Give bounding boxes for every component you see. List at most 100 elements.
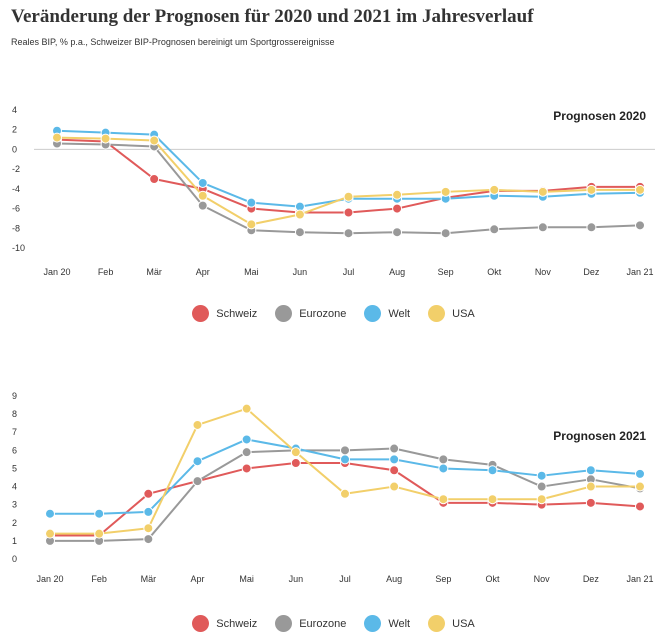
legend-label: Eurozone xyxy=(299,617,347,630)
data-point-usa xyxy=(537,186,548,197)
data-point-schweiz xyxy=(585,497,596,508)
data-point-usa xyxy=(635,481,645,492)
x-tick-label: Jan 21 xyxy=(626,267,653,277)
data-point-eurozone xyxy=(340,445,350,456)
data-point-usa xyxy=(536,494,547,505)
data-point-welt xyxy=(246,197,257,208)
x-tick-label: Mai xyxy=(239,574,254,584)
legend-item-usa: USA xyxy=(428,305,475,322)
y-tick-label: -6 xyxy=(12,204,20,214)
data-point-usa xyxy=(440,186,451,197)
data-point-usa xyxy=(45,528,55,539)
data-point-usa xyxy=(143,523,154,534)
data-point-usa xyxy=(343,191,354,202)
y-tick-label: -8 xyxy=(12,223,20,233)
legend-label: USA xyxy=(452,617,475,630)
series-line-eurozone xyxy=(56,142,641,235)
data-point-usa xyxy=(340,488,350,499)
y-tick-label: 6 xyxy=(12,445,17,455)
legend-swatch xyxy=(192,615,210,632)
data-point-eurozone xyxy=(537,222,548,233)
data-point-schweiz xyxy=(635,501,645,512)
x-tick-label: Apr xyxy=(190,574,204,584)
data-point-eurozone xyxy=(635,220,645,231)
x-tick-label: Aug xyxy=(386,574,402,584)
data-point-welt xyxy=(241,434,252,445)
y-tick-label: 4 xyxy=(12,105,17,115)
legend-swatch xyxy=(364,615,382,632)
data-point-welt xyxy=(438,463,449,474)
data-point-welt xyxy=(635,468,645,479)
data-point-usa xyxy=(197,190,208,201)
x-tick-label: Mär xyxy=(141,574,157,584)
data-point-usa xyxy=(489,184,500,195)
y-tick-label: 5 xyxy=(12,463,17,473)
data-point-eurozone xyxy=(143,534,154,545)
legend-label: Schweiz xyxy=(216,617,258,630)
x-tick-label: Mär xyxy=(146,267,162,277)
data-point-usa xyxy=(389,481,400,492)
x-tick-label: Jul xyxy=(343,267,355,277)
chart-title: Veränderung der Prognosen für 2020 und 2… xyxy=(11,6,534,27)
y-tick-label: 0 xyxy=(12,144,17,154)
legend-item-schweiz: Schweiz xyxy=(192,305,257,322)
x-tick-label: Sep xyxy=(435,574,451,584)
y-tick-label: 3 xyxy=(12,500,17,510)
data-point-usa xyxy=(586,184,597,195)
data-point-schweiz xyxy=(392,203,403,214)
x-tick-label: Aug xyxy=(389,267,405,277)
data-point-schweiz xyxy=(143,488,154,499)
y-tick-label: 9 xyxy=(12,391,17,401)
data-point-eurozone xyxy=(343,228,354,239)
data-point-eurozone xyxy=(586,222,597,233)
data-point-welt xyxy=(389,454,400,465)
x-tick-label: Mai xyxy=(244,267,259,277)
x-tick-label: Jul xyxy=(339,574,351,584)
series-line-usa xyxy=(50,407,640,535)
chart-prognosen-2020: 4 2 0 -2 -4 -6 -8 -10 Jan 20 Feb Mär Apr Mai Jun Jul Au… xyxy=(12,105,655,277)
x-tick-label: Feb xyxy=(91,574,107,584)
legend-swatch xyxy=(428,615,446,632)
legend-swatch xyxy=(275,305,293,322)
data-point-usa xyxy=(192,419,203,430)
legend-item-eurozone: Eurozone xyxy=(275,305,346,322)
legend-item-welt: Welt xyxy=(364,305,410,322)
y-tick-label: 7 xyxy=(12,427,17,437)
x-tick-label: Nov xyxy=(535,267,552,277)
data-point-eurozone xyxy=(294,227,305,238)
x-tick-label: Dez xyxy=(583,267,600,277)
x-tick-label: Sep xyxy=(438,267,454,277)
x-tick-label: Jan 21 xyxy=(626,574,653,584)
legend-item-eurozone: Eurozone xyxy=(275,615,346,632)
x-tick-label: Jun xyxy=(293,267,308,277)
x-tick-label: Feb xyxy=(98,267,114,277)
data-point-welt xyxy=(340,454,350,465)
data-point-usa xyxy=(585,481,596,492)
data-point-usa xyxy=(149,135,160,146)
chart-prognosen-2021: 9 8 7 6 5 4 3 2 1 0 Jan 20 Feb Mär Apr Mai Jun Jul Aug Sep… xyxy=(12,391,654,584)
data-point-schweiz xyxy=(290,458,301,469)
legend-swatch xyxy=(428,305,446,322)
panel-label: Prognosen 2020 xyxy=(553,109,646,123)
data-point-usa xyxy=(438,494,449,505)
data-point-schweiz xyxy=(241,463,252,474)
data-point-usa xyxy=(94,528,105,539)
legend-item-usa: USA xyxy=(428,615,475,632)
y-tick-label: -4 xyxy=(12,184,20,194)
data-point-welt xyxy=(487,465,498,476)
data-point-welt xyxy=(143,506,154,517)
y-tick-label: 8 xyxy=(12,409,17,419)
data-point-usa xyxy=(294,209,305,220)
x-tick-label: Nov xyxy=(534,574,551,584)
data-point-eurozone xyxy=(440,228,451,239)
data-point-usa xyxy=(246,219,257,230)
data-point-usa xyxy=(487,494,498,505)
x-tick-label: Jun xyxy=(289,574,304,584)
data-point-welt xyxy=(197,177,208,188)
y-tick-label: 0 xyxy=(12,554,17,564)
legend-swatch xyxy=(275,615,293,632)
panel-label: Prognosen 2021 xyxy=(553,429,646,443)
x-tick-label: Jan 20 xyxy=(36,574,63,584)
data-point-eurozone xyxy=(389,443,400,454)
data-point-eurozone xyxy=(197,200,208,211)
